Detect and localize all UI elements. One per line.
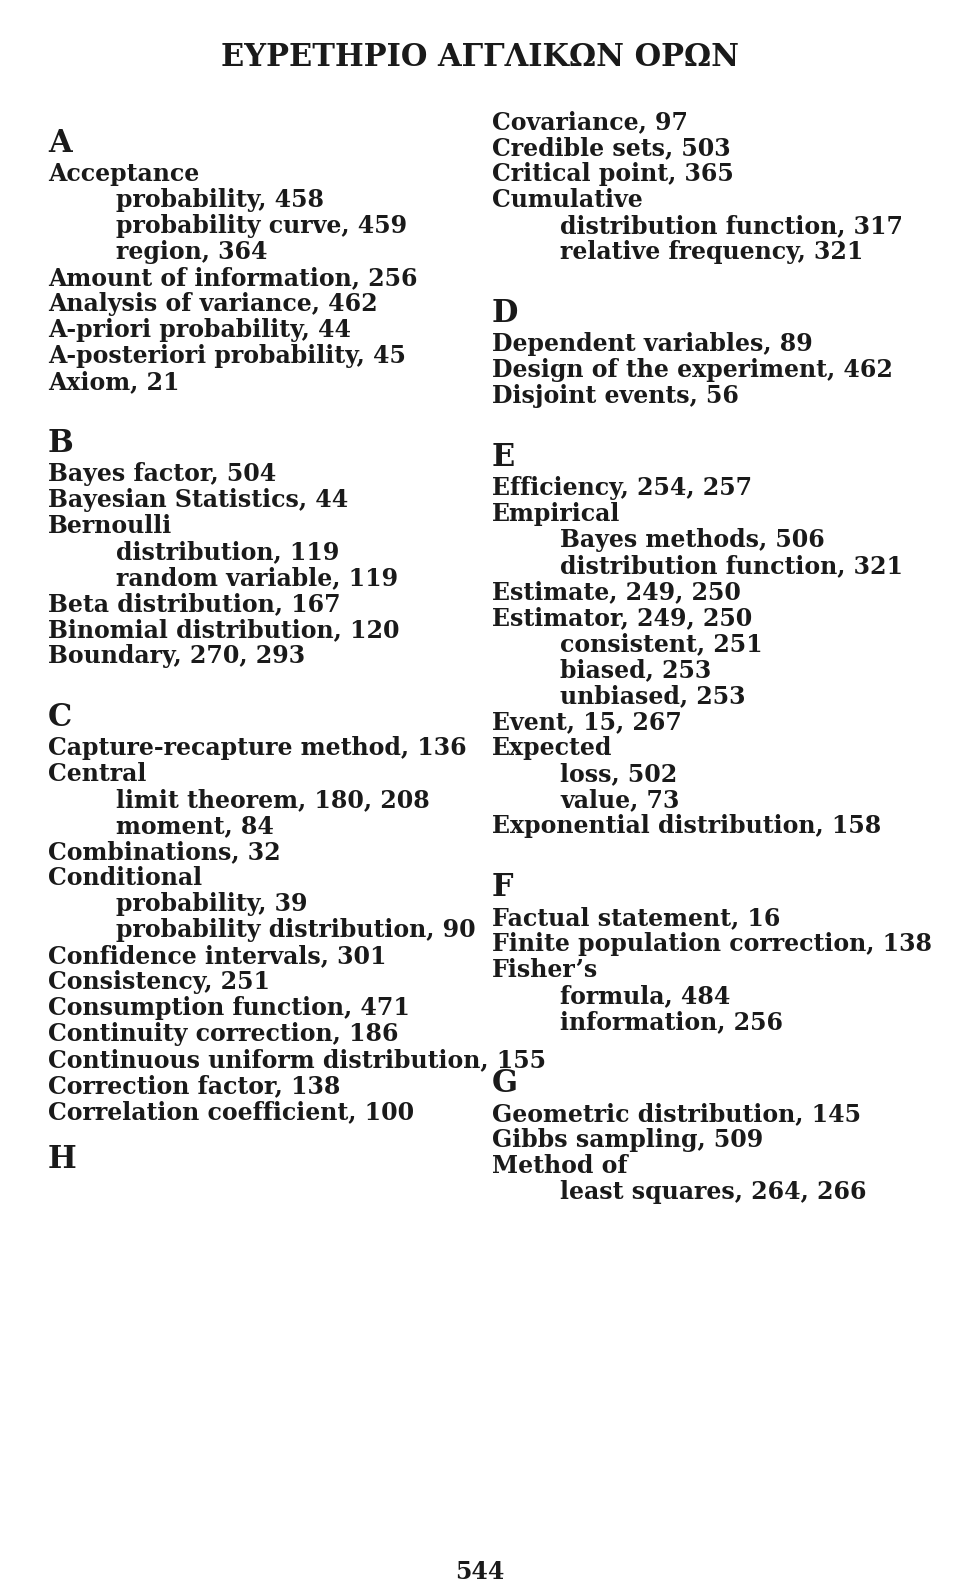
Text: random variable, 119: random variable, 119 xyxy=(116,566,398,590)
Text: Bayesian Statistics, 44: Bayesian Statistics, 44 xyxy=(48,488,348,512)
Text: loss, 502: loss, 502 xyxy=(560,762,677,786)
Text: probability, 458: probability, 458 xyxy=(116,188,324,212)
Text: Confidence intervals, 301: Confidence intervals, 301 xyxy=(48,944,387,968)
Text: Credible sets, 503: Credible sets, 503 xyxy=(492,136,731,160)
Text: Correlation coefficient, 100: Correlation coefficient, 100 xyxy=(48,1101,414,1124)
Text: Estimate, 249, 250: Estimate, 249, 250 xyxy=(492,581,741,605)
Text: Factual statement, 16: Factual statement, 16 xyxy=(492,906,780,930)
Text: limit theorem, 180, 208: limit theorem, 180, 208 xyxy=(116,788,430,812)
Text: Efficiency, 254, 257: Efficiency, 254, 257 xyxy=(492,475,752,499)
Text: Boundary, 270, 293: Boundary, 270, 293 xyxy=(48,644,305,668)
Text: biased, 253: biased, 253 xyxy=(560,659,711,683)
Text: Capture-recapture method, 136: Capture-recapture method, 136 xyxy=(48,735,467,759)
Text: unbiased, 253: unbiased, 253 xyxy=(560,684,746,708)
Text: Estimator, 249, 250: Estimator, 249, 250 xyxy=(492,606,753,630)
Text: Disjoint events, 56: Disjoint events, 56 xyxy=(492,384,739,408)
Text: H: H xyxy=(48,1144,77,1176)
Text: value, 73: value, 73 xyxy=(560,788,680,812)
Text: G: G xyxy=(492,1069,518,1099)
Text: 544: 544 xyxy=(455,1560,505,1584)
Text: Bernoulli: Bernoulli xyxy=(48,514,172,538)
Text: A-posteriori probability, 45: A-posteriori probability, 45 xyxy=(48,345,406,368)
Text: E: E xyxy=(492,442,516,474)
Text: Amount of information, 256: Amount of information, 256 xyxy=(48,266,418,290)
Text: relative frequency, 321: relative frequency, 321 xyxy=(560,239,863,265)
Text: Analysis of variance, 462: Analysis of variance, 462 xyxy=(48,292,377,316)
Text: Binomial distribution, 120: Binomial distribution, 120 xyxy=(48,617,399,643)
Text: Event, 15, 267: Event, 15, 267 xyxy=(492,710,682,734)
Text: Empirical: Empirical xyxy=(492,502,620,526)
Text: Beta distribution, 167: Beta distribution, 167 xyxy=(48,592,341,616)
Text: Method of: Method of xyxy=(492,1155,628,1179)
Text: Central: Central xyxy=(48,762,146,786)
Text: probability curve, 459: probability curve, 459 xyxy=(116,214,407,238)
Text: C: C xyxy=(48,702,72,734)
Text: Cumulative: Cumulative xyxy=(492,188,643,212)
Text: distribution function, 317: distribution function, 317 xyxy=(560,214,903,238)
Text: probability, 39: probability, 39 xyxy=(116,892,307,916)
Text: Continuity correction, 186: Continuity correction, 186 xyxy=(48,1022,398,1046)
Text: Bayes methods, 506: Bayes methods, 506 xyxy=(560,528,825,552)
Text: Gibbs sampling, 509: Gibbs sampling, 509 xyxy=(492,1128,763,1152)
Text: Covariance, 97: Covariance, 97 xyxy=(492,110,688,134)
Text: Conditional: Conditional xyxy=(48,866,203,890)
Text: Combinations, 32: Combinations, 32 xyxy=(48,841,280,864)
Text: region, 364: region, 364 xyxy=(116,239,268,265)
Text: Critical point, 365: Critical point, 365 xyxy=(492,163,733,187)
Text: A-priori probability, 44: A-priori probability, 44 xyxy=(48,317,351,341)
Text: Consumption function, 471: Consumption function, 471 xyxy=(48,995,410,1019)
Text: distribution, 119: distribution, 119 xyxy=(116,541,340,565)
Text: Design of the experiment, 462: Design of the experiment, 462 xyxy=(492,357,893,381)
Text: information, 256: information, 256 xyxy=(560,1010,783,1034)
Text: formula, 484: formula, 484 xyxy=(560,984,731,1008)
Text: Continuous uniform distribution, 155: Continuous uniform distribution, 155 xyxy=(48,1048,546,1072)
Text: A: A xyxy=(48,128,72,160)
Text: Axiom, 21: Axiom, 21 xyxy=(48,370,180,394)
Text: B: B xyxy=(48,427,74,459)
Text: Correction factor, 138: Correction factor, 138 xyxy=(48,1073,341,1097)
Text: Acceptance: Acceptance xyxy=(48,163,200,187)
Text: Consistency, 251: Consistency, 251 xyxy=(48,970,270,994)
Text: Geometric distribution, 145: Geometric distribution, 145 xyxy=(492,1102,861,1126)
Text: Dependent variables, 89: Dependent variables, 89 xyxy=(492,332,813,356)
Text: Expected: Expected xyxy=(492,735,612,759)
Text: Fisher’s: Fisher’s xyxy=(492,959,598,983)
Text: D: D xyxy=(492,298,518,329)
Text: moment, 84: moment, 84 xyxy=(116,813,274,837)
Text: F: F xyxy=(492,872,514,903)
Text: Exponential distribution, 158: Exponential distribution, 158 xyxy=(492,813,881,837)
Text: least squares, 264, 266: least squares, 264, 266 xyxy=(560,1180,867,1204)
Text: probability distribution, 90: probability distribution, 90 xyxy=(116,919,475,943)
Text: Finite population correction, 138: Finite population correction, 138 xyxy=(492,931,932,955)
Text: ΕΥΡΕΤΗΡΙΟ ΑΓΓΛΙΚΩΝ ΟΡΩΝ: ΕΥΡΕΤΗΡΙΟ ΑΓΓΛΙΚΩΝ ΟΡΩΝ xyxy=(221,41,739,73)
Text: distribution function, 321: distribution function, 321 xyxy=(560,553,903,577)
Text: consistent, 251: consistent, 251 xyxy=(560,632,762,656)
Text: Bayes factor, 504: Bayes factor, 504 xyxy=(48,463,276,486)
